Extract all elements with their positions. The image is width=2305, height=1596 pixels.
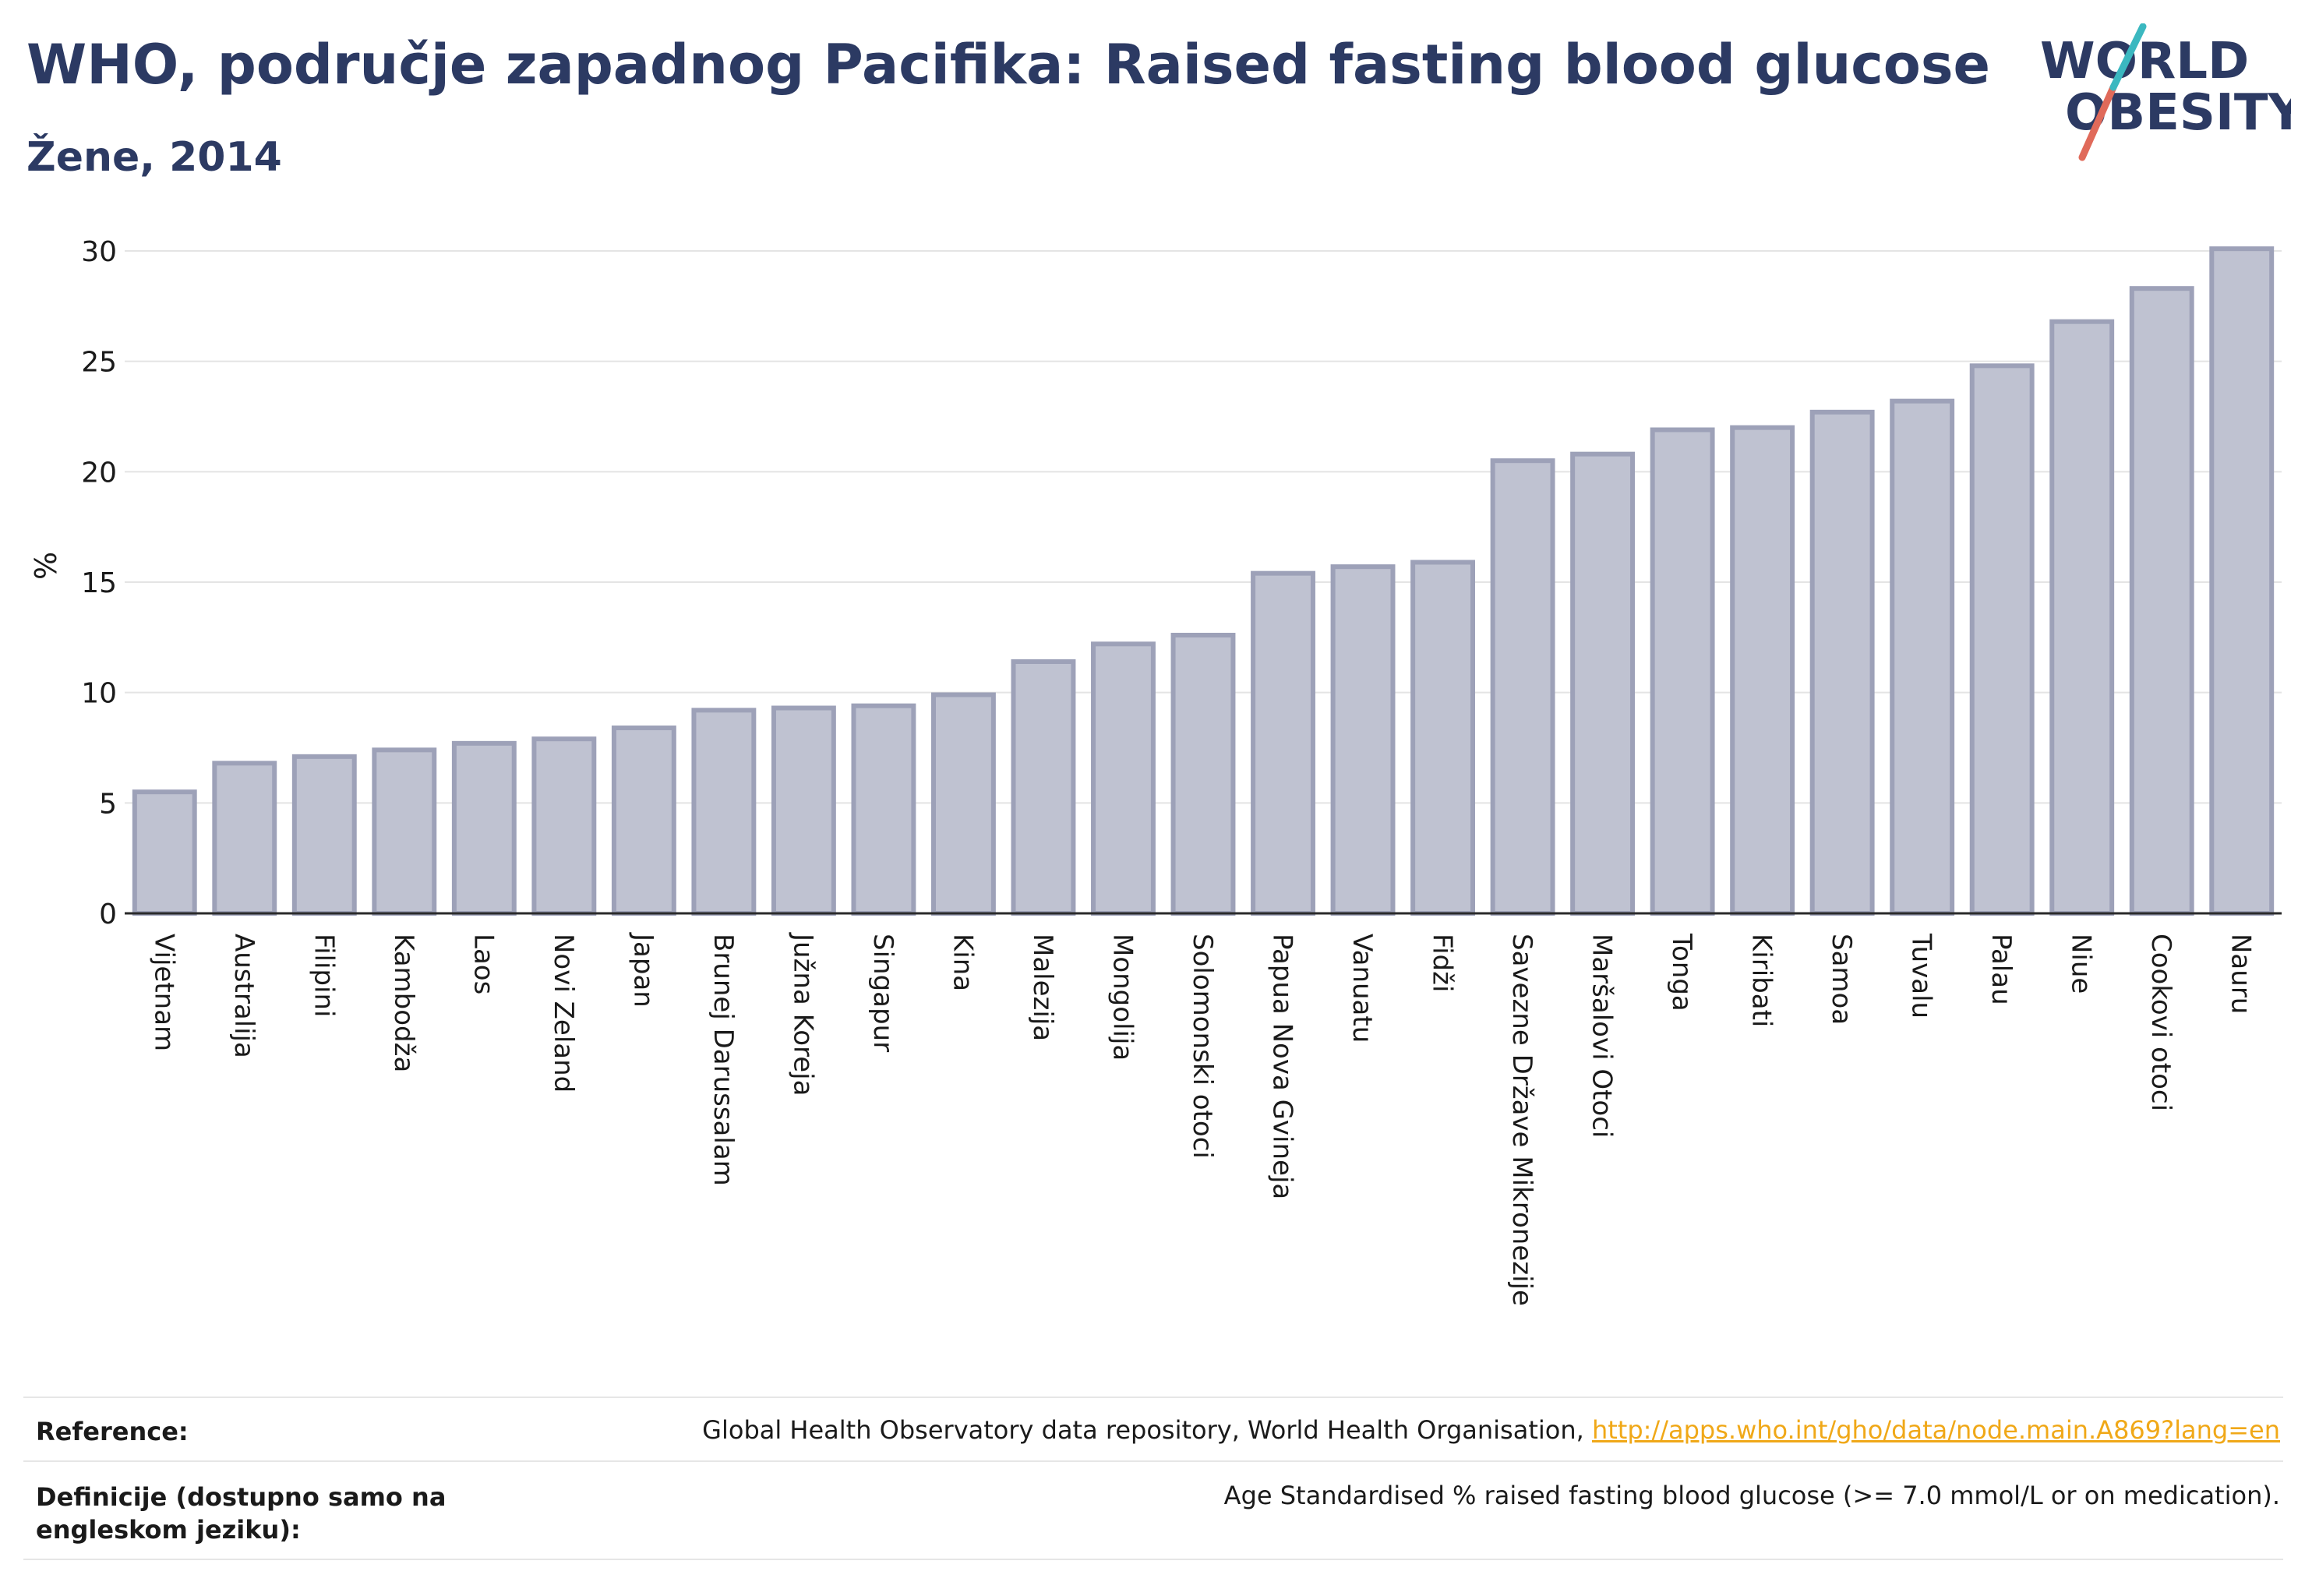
bar[interactable] [1330,564,1396,916]
x-tick-label: Cookovi otoci [2145,934,2176,1111]
y-tick-label: 10 [81,678,117,710]
x-tick-label: Malezija [1027,934,1058,1041]
bar[interactable] [1410,560,1475,916]
bar[interactable] [1809,409,1875,916]
x-tick-label: Kina [947,934,978,991]
x-tick-label: Nauru [2226,934,2257,1014]
y-tick-label: 0 [99,899,117,930]
divider [23,1460,2283,1462]
x-tick-label: Niue [2066,934,2097,994]
bar[interactable] [1730,425,1795,916]
bar[interactable] [1650,427,1715,916]
y-tick-label: 5 [99,788,117,820]
bar-chart: 0 5 10 15 20 25 30 Vijetnam Australija Filipini K… [29,236,2282,1306]
bar[interactable] [2049,319,2115,916]
x-tick-label: Solomonski otoci [1187,934,1218,1159]
bar[interactable] [771,705,836,916]
y-axis-title: % [29,552,63,580]
bar[interactable] [1091,641,1156,916]
x-tick-label: Palau [1986,934,2017,1005]
x-tick-label: Japan [627,932,658,1008]
bar[interactable] [931,692,996,916]
x-tick-label: Singapur [867,934,898,1052]
x-tick-label: Samoa [1826,934,1857,1025]
divider [23,1396,2283,1398]
bar[interactable] [531,736,597,916]
divider [23,1559,2283,1560]
definition-value: Age Standardised % raised fasting blood … [1223,1481,2280,1510]
x-tick-label: Fidži [1427,934,1458,992]
bar[interactable] [1890,398,1955,916]
y-tick-label: 30 [81,236,117,268]
reference-value: Global Health Observatory data repositor… [702,1415,2280,1445]
x-tick-label: Kiribati [1746,934,1777,1027]
x-tick-label: Laos [468,934,499,994]
x-tick-label: Vanuatu [1347,934,1378,1043]
bar[interactable] [851,703,916,916]
logo-text-world: WORLD [2040,33,2249,90]
y-tick-label: 25 [81,347,117,379]
world-obesity-logo: WORLD OBESITY [2040,23,2291,161]
x-tick-label: Australija [228,934,259,1058]
bar[interactable] [1011,659,1076,916]
bar[interactable] [691,708,757,916]
x-tick-label: Novi Zeland [548,934,579,1093]
bar[interactable] [372,747,437,916]
bars [132,246,2275,916]
bar[interactable] [611,726,676,916]
x-tick-label: Savezne Države Mikronezije [1506,934,1537,1306]
definition-label: Definicije (dostupno samo na engleskom j… [36,1482,447,1545]
bar[interactable] [291,754,357,916]
x-tick-label: Tuvalu [1906,933,1937,1019]
x-axis-labels: Vijetnam Australija Filipini Kambodža Laos No… [148,932,2256,1306]
bar[interactable] [1170,633,1236,916]
y-axis-ticks: 0 5 10 15 20 25 30 [81,236,117,930]
x-tick-label: Filipini [308,934,339,1017]
x-tick-label: Mongolija [1107,934,1138,1061]
x-tick-label: Tonga [1666,933,1697,1012]
bar[interactable] [1490,458,1555,916]
reference-text: Global Health Observatory data repositor… [702,1415,1592,1445]
reference-link[interactable]: http://apps.who.int/gho/data/node.main.A… [1591,1415,2280,1445]
y-tick-label: 15 [81,567,117,599]
x-tick-label: Brunej Darussalam [708,934,739,1186]
x-tick-label: Kambodža [388,934,419,1072]
x-tick-label: Papua Nova Gvineja [1267,934,1298,1199]
y-tick-label: 20 [81,457,117,489]
bar[interactable] [1570,451,1636,916]
x-tick-label: Maršalovi Otoci [1587,934,1618,1138]
x-tick-label: Južna Koreja [787,932,818,1096]
bar[interactable] [132,789,197,916]
bar[interactable] [451,740,517,916]
bar[interactable] [2129,286,2194,916]
bar[interactable] [1969,363,2035,916]
chart-subtitle: Žene, 2014 [26,134,282,181]
bar[interactable] [212,761,277,916]
chart-title: WHO, područje zapadnog Pacifika: Raised … [26,33,1991,97]
reference-label: Reference: [36,1417,189,1446]
bar[interactable] [2209,246,2275,916]
x-tick-label: Vijetnam [148,934,179,1051]
bar[interactable] [1251,570,1315,916]
